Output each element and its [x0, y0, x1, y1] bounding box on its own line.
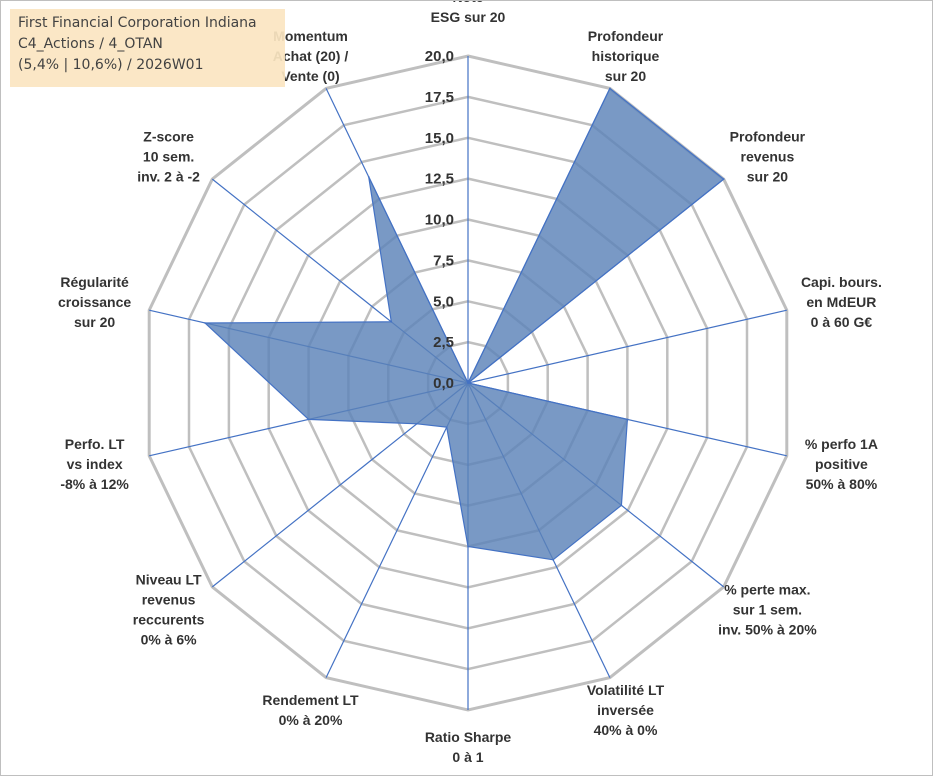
axis-label-line: Profondeur [588, 28, 664, 44]
tick-label-5: 12,5 [425, 171, 454, 188]
axis-label-3: Capi. bours. en MdEUR 0 à 60 G€ [801, 274, 882, 330]
axis-label-line: 50% à 80% [806, 476, 878, 492]
data-point-13 [367, 176, 370, 178]
data-point-7 [467, 545, 469, 548]
axis-label-12: Z-score 10 sem. inv. 2 à -2 [137, 129, 200, 185]
axis-label-line: ESG sur 20 [431, 9, 506, 25]
axis-label-0: Note ESG sur 20 [431, 1, 506, 25]
data-point-10 [307, 418, 310, 421]
axis-labels: Note ESG sur 20 Profondeur historique sur 20… [58, 1, 882, 765]
axis-label-line: Ratio Sharpe [425, 729, 512, 745]
data-point-4 [626, 418, 629, 421]
axis-label-line: inversée [597, 702, 654, 718]
axis-label-line: revenus [741, 149, 795, 165]
axis-label-line: 0 à 60 G€ [811, 314, 873, 330]
info-box: First Financial Corporation Indiana C4_A… [10, 9, 285, 87]
data-point-8 [445, 426, 448, 429]
axis-label-line: sur 20 [747, 169, 788, 185]
series-layer [203, 87, 725, 561]
axis-spoke-8 [325, 382, 469, 678]
data-point-5 [620, 504, 623, 507]
data-point-9 [416, 423, 418, 425]
axis-label-line: Vente (0) [281, 68, 339, 84]
axis-label-line: Volatilité LT [587, 682, 665, 698]
axis-label-7: Ratio Sharpe 0 à 1 [425, 729, 512, 765]
axis-label-line: revenus [142, 591, 196, 607]
axis-label-line: en MdEUR [806, 294, 876, 310]
axis-label-10: Perfo. LT vs index -8% à 12% [60, 436, 129, 492]
axis-label-line: Profondeur [730, 129, 806, 145]
axis-label-line: inv. 50% à 20% [718, 621, 817, 637]
period-params: (5,4% | 10,6%) / 2026W01 [18, 57, 204, 73]
axis-label-8: Rendement LT 0% à 20% [262, 692, 359, 728]
axis-label-line: sur 1 sem. [733, 601, 802, 617]
axis-label-line: 0% à 6% [141, 631, 198, 647]
tick-label-6: 15,0 [425, 130, 454, 147]
axis-label-line: 0% à 20% [279, 712, 343, 728]
data-point-6 [552, 559, 554, 561]
axis-label-line: -8% à 12% [60, 476, 129, 492]
axis-label-line: Rendement LT [262, 692, 359, 708]
axis-label-line: Z-score [143, 129, 194, 145]
data-point-3 [467, 382, 469, 384]
axis-label-line: reccurents [133, 611, 205, 627]
axis-label-line: 10 sem. [143, 149, 194, 165]
data-point-1 [609, 87, 611, 90]
axis-label-line: inv. 2 à -2 [137, 169, 200, 185]
axis-label-9: Niveau LT revenus reccurents 0% à 6% [133, 571, 205, 647]
tick-labels: 0,0 2,5 5,0 7,5 10,0 12,5 15,0 17,5 20,0 [425, 48, 454, 392]
axis-label-line: Momentum [273, 28, 348, 44]
axis-label-5: % perte max. sur 1 sem. inv. 50% à 20% [718, 581, 817, 637]
tick-label-3: 7,5 [433, 252, 454, 269]
axis-label-line: croissance [58, 294, 131, 310]
axis-label-line: % perte max. [724, 581, 810, 597]
axis-label-line: vs index [67, 456, 123, 472]
axis-label-line: positive [815, 456, 868, 472]
axis-label-line: 40% à 0% [594, 722, 658, 738]
axis-spoke-3 [467, 309, 787, 384]
axis-label-line: Régularité [60, 274, 129, 290]
portfolio-code: C4_Actions / 4_OTAN [18, 36, 163, 52]
tick-label-1: 2,5 [433, 334, 454, 351]
axis-label-line: Perfo. LT [65, 436, 125, 452]
tick-label-7: 17,5 [425, 89, 454, 106]
axis-label-line: Achat (20) / [273, 48, 349, 64]
axis-label-line: Capi. bours. [801, 274, 882, 290]
tick-label-0: 0,0 [433, 375, 454, 392]
axis-label-13: Momentum Achat (20) / Vente (0) [273, 28, 349, 84]
axis-label-line: sur 20 [605, 68, 646, 84]
axis-label-1: Profondeur historique sur 20 [588, 28, 664, 84]
axis-label-line: % perfo 1A [805, 436, 878, 452]
data-point-2 [722, 178, 725, 180]
axis-label-line: Niveau LT [136, 571, 202, 587]
tick-label-2: 5,0 [433, 293, 454, 310]
axis-label-line: Note [452, 1, 483, 5]
series-area-0 [203, 87, 725, 561]
axis-label-line: 0 à 1 [452, 749, 483, 765]
axis-label-2: Profondeur revenus sur 20 [730, 129, 806, 185]
axis-label-11: Régularité croissance sur 20 [58, 274, 131, 330]
tick-label-8: 20,0 [425, 48, 454, 65]
axis-label-line: historique [592, 48, 660, 64]
data-point-11 [204, 322, 206, 324]
axis-label-4: % perfo 1A positive 50% à 80% [805, 436, 878, 492]
axis-label-line: sur 20 [74, 314, 115, 330]
axis-label-6: Volatilité LT inversée 40% à 0% [587, 682, 665, 738]
company-name: First Financial Corporation Indiana [18, 15, 257, 31]
tick-label-4: 10,0 [425, 212, 454, 229]
data-point-12 [390, 321, 393, 323]
